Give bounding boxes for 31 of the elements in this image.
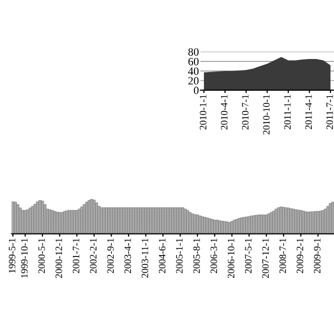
x-tick-label: 2011-4-1: [305, 94, 312, 130]
x-tick-label: 2006-3-1: [210, 238, 218, 274]
x-tick-label: 2001-7-1: [72, 238, 80, 274]
y-tick-label: 40: [188, 67, 199, 75]
x-tick-label: 2010-4-1: [220, 94, 228, 130]
x-tick-label: 2007-5-1: [244, 238, 252, 274]
y-tick-label: 0: [194, 86, 199, 94]
x-tick-label: 2004-6-1: [158, 238, 166, 274]
x-tick-label: 2002-9-1: [107, 238, 114, 274]
y-tick-label: 60: [188, 58, 199, 66]
x-tick-label: 2007-12-1: [262, 238, 269, 278]
x-tick-label: 1999-10-1: [21, 238, 28, 278]
x-tick-label: 2010-1-1: [200, 94, 206, 130]
x-tick-label: 2005-8-1: [193, 238, 200, 274]
y-tick-label: 80: [188, 48, 199, 56]
x-tick-label: 2010-7-1: [242, 94, 249, 130]
x-tick-label: 2005-1-1: [176, 238, 183, 274]
x-tick-label: 2000-5-1: [38, 238, 45, 274]
x-tick-label: 2008-7-1: [279, 238, 286, 274]
x-tick-label: 1999-5-1: [8, 238, 16, 273]
x-tick-label: 2006-10-1: [228, 238, 234, 278]
x-tick-label: 2011-7-1: [326, 94, 333, 130]
x-tick-label: 2010-10-1: [263, 94, 270, 134]
x-tick-label: 2011-1-1: [284, 94, 291, 130]
x-tick-label: 2009-2-1: [296, 238, 304, 274]
x-tick-label: 2000-12-1: [56, 238, 62, 278]
x-tick-label: 2003-4-1: [124, 238, 131, 274]
x-tick-label: 2003-11-1: [142, 238, 148, 278]
x-tick-label: 2009-9-1: [314, 238, 320, 274]
y-tick-label: 20: [188, 77, 199, 85]
x-tick-label: 2002-2-1: [90, 238, 97, 274]
